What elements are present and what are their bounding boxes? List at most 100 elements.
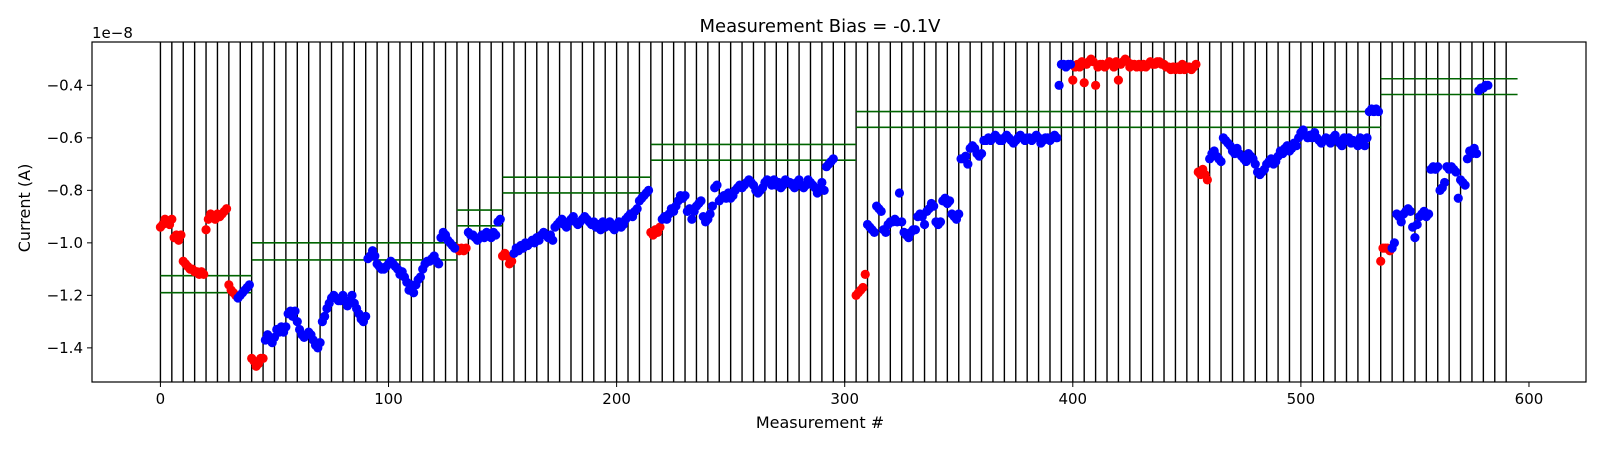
blue-data-point [1291, 141, 1301, 151]
blue-data-point [1439, 177, 1450, 188]
red-data-point [176, 230, 186, 240]
blue-data-point [450, 243, 460, 253]
blue-data-point [315, 338, 325, 348]
red-data-point [1079, 78, 1089, 88]
blue-data-point [1433, 162, 1443, 172]
blue-data-point [894, 188, 905, 198]
blue-data-point [1424, 209, 1434, 219]
x-tick-label: 100 [374, 390, 403, 408]
blue-data-point [869, 227, 879, 237]
blue-data-point [244, 280, 254, 290]
red-data-point [461, 243, 471, 253]
blue-data-point [361, 311, 371, 321]
vertical-lines-layer [159, 42, 1507, 382]
red-data-point [258, 353, 268, 363]
blue-data-point [919, 219, 930, 230]
blue-data-point [696, 196, 706, 206]
blue-data-point [1052, 133, 1062, 143]
blue-data-point [1483, 80, 1493, 90]
x-tick-label: 600 [1515, 390, 1544, 408]
blue-data-point [1405, 206, 1415, 216]
y-tick-label: −0.4 [47, 76, 83, 94]
blue-data-point [960, 151, 971, 161]
red-data-point [1068, 75, 1078, 85]
blue-data-point [320, 311, 330, 321]
blue-data-point [881, 227, 891, 237]
blue-data-point [876, 206, 886, 216]
blue-data-point [1360, 141, 1370, 151]
blue-data-point [415, 272, 426, 282]
blue-data-point [1451, 167, 1461, 177]
blue-data-point [281, 322, 291, 332]
blue-data-point [495, 214, 505, 224]
blue-data-point [1453, 193, 1463, 203]
red-data-point [221, 204, 232, 214]
blue-data-point [712, 180, 722, 190]
y-tick-label: −0.6 [47, 129, 83, 147]
blue-data-point [817, 177, 827, 188]
blue-data-point [945, 196, 955, 206]
red-data-point [507, 256, 517, 266]
blue-data-point [1373, 106, 1384, 117]
red-data-point [1091, 80, 1101, 90]
blue-data-point [1471, 148, 1482, 159]
axes-layer [91, 41, 1587, 383]
blue-data-point [680, 190, 690, 201]
blue-data-point [1054, 80, 1064, 90]
blue-data-point [687, 214, 697, 224]
red-data-point [655, 222, 665, 232]
red-data-point [1376, 256, 1386, 266]
blue-data-point [370, 251, 380, 261]
blue-data-point [707, 201, 718, 211]
ticks-layer: 0 100 200 300 400 500 600 −1.4 −1.2 −1.0 −0.8 −0.6 −… [47, 76, 1544, 408]
chart-title: Measurement Bias = -0.1V [699, 16, 941, 37]
blue-data-point [1250, 159, 1260, 169]
x-tick-label: 400 [1058, 390, 1087, 408]
y-tick-label: −1.0 [47, 234, 83, 252]
x-tick-label: 200 [602, 390, 631, 408]
blue-data-point [1389, 238, 1400, 248]
red-data-point [1113, 75, 1124, 85]
blue-data-point [910, 225, 921, 235]
y-tick-label: −1.4 [47, 339, 83, 357]
y-axis-title: Current (A) [15, 164, 34, 253]
red-data-point [167, 214, 177, 224]
red-data-point [201, 225, 211, 235]
red-data-point [858, 282, 868, 293]
blue-data-point [347, 290, 357, 300]
x-tick-label: 0 [156, 390, 166, 408]
y-tick-label: −1.2 [47, 286, 83, 304]
blue-data-point [548, 235, 558, 245]
blue-data-point [819, 185, 829, 195]
blue-data-point [491, 230, 501, 240]
blue-data-point [643, 185, 654, 195]
blue-data-point [290, 306, 300, 316]
red-data-point [1191, 59, 1201, 69]
blue-data-point [897, 217, 907, 227]
blue-data-point [929, 201, 939, 211]
blue-data-point [1396, 217, 1406, 227]
y-tick-label: −0.8 [47, 181, 83, 199]
blue-data-point [1410, 232, 1420, 243]
x-tick-label: 500 [1287, 390, 1316, 408]
blue-data-point [705, 209, 715, 219]
blue-data-point [1362, 133, 1372, 143]
blue-data-point [632, 204, 642, 214]
data-points-layer [155, 54, 1493, 371]
red-data-point [1202, 175, 1212, 185]
plot-frame [91, 41, 1587, 383]
blue-data-point [1460, 180, 1470, 190]
blue-data-point [954, 209, 964, 219]
blue-data-point [292, 317, 302, 327]
blue-data-point [828, 154, 838, 164]
blue-data-point [1216, 156, 1226, 167]
red-data-point [199, 269, 209, 279]
blue-data-point [1065, 59, 1076, 69]
blue-data-point [409, 288, 419, 298]
blue-data-point [935, 217, 946, 227]
blue-data-point [976, 148, 987, 159]
red-data-point [860, 269, 870, 279]
x-axis-title: Measurement # [756, 413, 884, 432]
